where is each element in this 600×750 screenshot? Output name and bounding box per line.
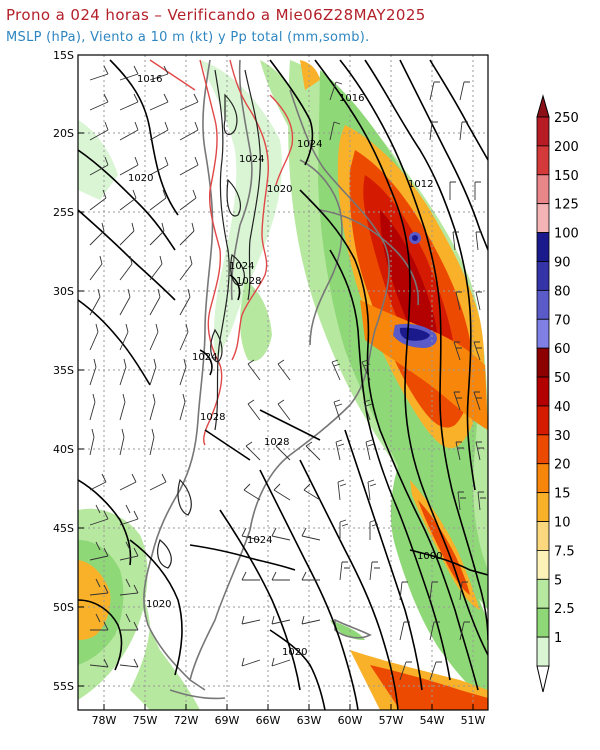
lat-label: 45S bbox=[53, 522, 74, 535]
lon-label: 66W bbox=[256, 714, 281, 727]
lat-label: 20S bbox=[53, 127, 74, 140]
colorbar-label: 100 bbox=[554, 227, 579, 242]
colorbar-label: 200 bbox=[554, 140, 579, 155]
isobar-label: 1016 bbox=[339, 93, 364, 104]
isobar-label: 1016 bbox=[137, 74, 162, 85]
lat-label: 35S bbox=[53, 364, 74, 377]
isobar-label: 1028 bbox=[236, 276, 261, 287]
colorbar-swatch bbox=[536, 636, 550, 667]
isobar-label: 1024 bbox=[239, 154, 264, 165]
colorbar-label: 125 bbox=[554, 198, 579, 213]
lon-label: 57W bbox=[379, 714, 404, 727]
lon-label: 72W bbox=[174, 714, 199, 727]
isobar-label: 1028 bbox=[200, 412, 225, 423]
graticule bbox=[78, 55, 488, 710]
colorbar-swatch bbox=[536, 550, 550, 580]
colorbar-label: 80 bbox=[554, 284, 571, 299]
isobar-label: 1000 bbox=[417, 551, 442, 562]
colorbar-label: 30 bbox=[554, 429, 571, 444]
lon-label: 51W bbox=[461, 714, 486, 727]
colorbar-swatch bbox=[536, 578, 550, 609]
isobar-label: 1024 bbox=[247, 535, 272, 546]
isobar-label: 1024 bbox=[192, 352, 217, 363]
colorbar-swatch bbox=[536, 174, 550, 205]
terrain-contour bbox=[149, 59, 294, 446]
map-subtitle: MSLP (hPa), Viento a 10 m (kt) y Pp tota… bbox=[6, 30, 370, 45]
colorbar-swatch bbox=[536, 521, 550, 551]
map-panel: 1016 1016 1024 1024 1020 1020 1012 1024 … bbox=[78, 55, 488, 710]
isobar-label: 1012 bbox=[408, 179, 433, 190]
colorbar-label: 70 bbox=[554, 313, 571, 328]
colorbar-swatch bbox=[536, 376, 550, 407]
colorbar-label: 150 bbox=[554, 169, 579, 184]
isobar-label: 1024 bbox=[229, 261, 254, 272]
colorbar-swatch bbox=[536, 607, 550, 638]
colorbar-label: 1 bbox=[554, 631, 562, 646]
isobar-label: 1020 bbox=[128, 173, 153, 184]
colorbar-label: 90 bbox=[554, 255, 571, 270]
colorbar-swatch bbox=[536, 289, 550, 320]
lon-label: 60W bbox=[338, 714, 363, 727]
colorbar-label: 50 bbox=[554, 371, 571, 386]
isobar-label: 1020 bbox=[146, 599, 171, 610]
colorbar-swatch bbox=[536, 116, 550, 147]
lon-label: 63W bbox=[297, 714, 322, 727]
coastlines bbox=[143, 59, 420, 700]
lon-label: 75W bbox=[133, 714, 158, 727]
isobar-lines bbox=[78, 59, 488, 710]
colorbar-swatch bbox=[536, 232, 550, 262]
colorbar-label: 5 bbox=[554, 573, 562, 588]
colorbar-top-arrow bbox=[536, 94, 550, 118]
colorbar-swatch bbox=[536, 492, 550, 522]
colorbar-label: 60 bbox=[554, 342, 571, 357]
colorbar-swatch bbox=[536, 347, 550, 378]
colorbar-label: 250 bbox=[554, 111, 579, 126]
andes-terrain bbox=[157, 69, 261, 569]
colorbar-swatch bbox=[536, 203, 550, 233]
colorbar-swatch bbox=[536, 434, 550, 465]
colorbar-label: 2.5 bbox=[554, 602, 575, 617]
lat-label: 30S bbox=[53, 285, 74, 298]
map-title: Prono a 024 horas – Verificando a Mie06Z… bbox=[6, 6, 426, 24]
isobar-label: 1020 bbox=[267, 184, 292, 195]
lat-label: 55S bbox=[53, 680, 74, 693]
longitude-axis: 78W 75W 72W 69W 66W 63W 60W 57W 54W 51W bbox=[92, 714, 486, 727]
isobar-labels: 1016 1016 1024 1024 1020 1020 1012 1024 … bbox=[128, 74, 442, 658]
lon-label: 54W bbox=[420, 714, 445, 727]
lat-label: 40S bbox=[53, 443, 74, 456]
isobar-label: 1024 bbox=[297, 139, 322, 150]
colorbar-swatch bbox=[536, 318, 550, 349]
colorbar-label: 40 bbox=[554, 400, 571, 415]
lon-label: 69W bbox=[215, 714, 240, 727]
precipitation-colorbar: 250 200 150 125 100 90 80 70 60 50 40 30 20 15 10 7.5 5 2… bbox=[536, 94, 579, 693]
colorbar-bottom-arrow bbox=[536, 665, 550, 693]
lat-label: 25S bbox=[53, 206, 74, 219]
axis-ticks bbox=[78, 54, 474, 710]
colorbar-label: 7.5 bbox=[554, 544, 575, 559]
map-frame bbox=[77, 54, 489, 711]
latitude-axis: 15S 20S 25S 30S 35S 40S 45S 50S 55S bbox=[53, 49, 74, 693]
isobar-label: 1020 bbox=[282, 647, 307, 658]
colorbar-swatch bbox=[536, 261, 550, 291]
colorbar-swatch bbox=[536, 463, 550, 494]
colorbar-swatch bbox=[536, 405, 550, 436]
lat-label: 15S bbox=[53, 49, 74, 62]
wind-barbs bbox=[89, 65, 486, 681]
lat-label: 50S bbox=[53, 601, 74, 614]
lon-label: 78W bbox=[92, 714, 117, 727]
colorbar-label: 15 bbox=[554, 487, 571, 502]
isobar-label: 1028 bbox=[264, 437, 289, 448]
colorbar-swatch bbox=[536, 145, 550, 176]
colorbar-label: 10 bbox=[554, 516, 571, 531]
colorbar-label: 20 bbox=[554, 458, 571, 473]
